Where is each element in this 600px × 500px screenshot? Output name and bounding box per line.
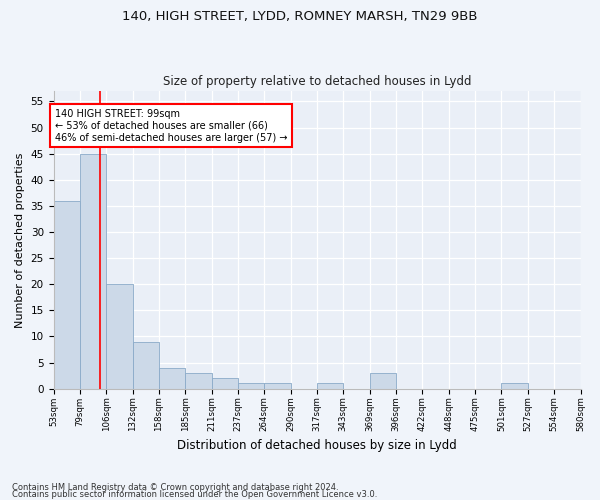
- Bar: [502, 384, 528, 388]
- Text: 140, HIGH STREET, LYDD, ROMNEY MARSH, TN29 9BB: 140, HIGH STREET, LYDD, ROMNEY MARSH, TN…: [122, 10, 478, 23]
- Bar: [265, 384, 290, 388]
- Bar: [106, 284, 133, 389]
- Bar: [133, 342, 159, 388]
- Text: Contains public sector information licensed under the Open Government Licence v3: Contains public sector information licen…: [12, 490, 377, 499]
- Bar: [317, 384, 343, 388]
- Bar: [212, 378, 238, 388]
- Text: 140 HIGH STREET: 99sqm
← 53% of detached houses are smaller (66)
46% of semi-det: 140 HIGH STREET: 99sqm ← 53% of detached…: [55, 110, 287, 142]
- X-axis label: Distribution of detached houses by size in Lydd: Distribution of detached houses by size …: [177, 440, 457, 452]
- Bar: [53, 200, 80, 388]
- Bar: [185, 373, 212, 388]
- Bar: [370, 373, 396, 388]
- Title: Size of property relative to detached houses in Lydd: Size of property relative to detached ho…: [163, 76, 471, 88]
- Y-axis label: Number of detached properties: Number of detached properties: [15, 152, 25, 328]
- Bar: [80, 154, 106, 388]
- Text: Contains HM Land Registry data © Crown copyright and database right 2024.: Contains HM Land Registry data © Crown c…: [12, 484, 338, 492]
- Bar: [238, 384, 265, 388]
- Bar: [159, 368, 185, 388]
